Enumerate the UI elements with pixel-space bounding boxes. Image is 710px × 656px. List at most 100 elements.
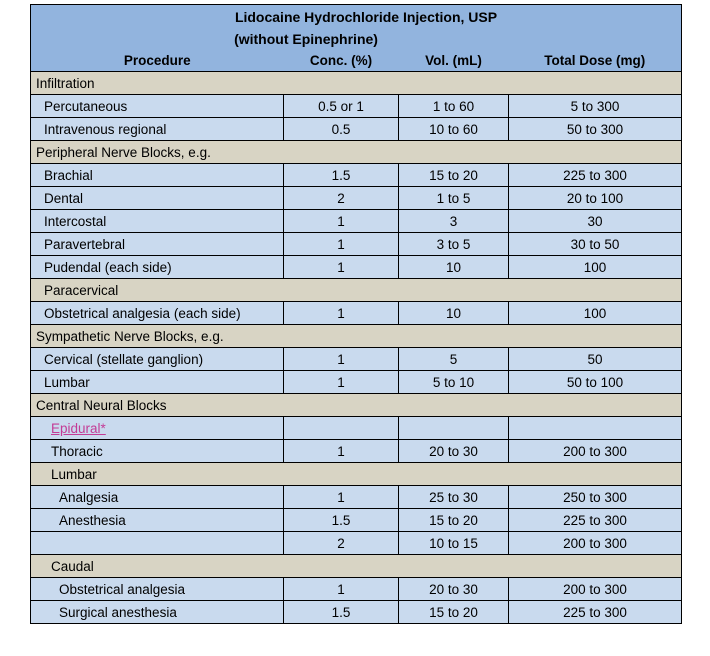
procedure-cell: Pudendal (each side) bbox=[30, 255, 284, 279]
title-row-2: (without Epinephrine) bbox=[30, 28, 682, 50]
data-row: Pudendal (each side) 1 10 100 bbox=[30, 255, 683, 279]
vol-cell: 1 to 5 bbox=[398, 186, 509, 210]
data-row: Lumbar 1 5 to 10 50 to 100 bbox=[30, 370, 683, 394]
procedure-cell: Brachial bbox=[30, 163, 284, 187]
total-dose-cell: 200 to 300 bbox=[507, 531, 683, 555]
conc-cell: 2 bbox=[283, 531, 399, 555]
total-dose-cell: 50 to 300 bbox=[507, 117, 683, 141]
section-row: Lumbar bbox=[29, 462, 683, 486]
section-row: Infiltration bbox=[29, 71, 683, 95]
total-dose-cell: 100 bbox=[507, 255, 683, 279]
data-row: Intercostal 1 3 30 bbox=[30, 209, 683, 233]
section-row: Peripheral Nerve Blocks, e.g. bbox=[29, 140, 683, 164]
total-dose-cell: 50 bbox=[507, 347, 683, 371]
vol-cell bbox=[398, 416, 509, 440]
procedure-cell: Epidural* bbox=[30, 416, 284, 440]
vol-cell: 10 to 60 bbox=[398, 117, 509, 141]
vol-cell: 20 to 30 bbox=[398, 577, 509, 601]
procedure-cell: Paravertebral bbox=[30, 232, 284, 256]
data-row: Obstetrical analgesia 1 20 to 30 200 to 300 bbox=[30, 577, 683, 601]
total-dose-cell bbox=[507, 416, 683, 440]
conc-cell: 0.5 or 1 bbox=[283, 94, 399, 118]
data-row: Paravertebral 1 3 to 5 30 to 50 bbox=[30, 232, 683, 256]
data-row: Anesthesia 1.5 15 to 20 225 to 300 bbox=[30, 508, 683, 532]
procedure-cell: Surgical anesthesia bbox=[30, 600, 284, 624]
procedure-cell: Intercostal bbox=[30, 209, 284, 233]
section-label: Lumbar bbox=[29, 462, 683, 486]
procedure-cell: Analgesia bbox=[30, 485, 284, 509]
vol-cell: 15 to 20 bbox=[398, 508, 509, 532]
procedure-cell: Thoracic bbox=[30, 439, 284, 463]
total-dose-cell: 200 to 300 bbox=[507, 577, 683, 601]
lidocaine-dose-table: Lidocaine Hydrochloride Injection, USP (… bbox=[29, 4, 683, 624]
vol-cell: 3 to 5 bbox=[398, 232, 509, 256]
total-dose-cell: 30 to 50 bbox=[507, 232, 683, 256]
vol-cell: 25 to 30 bbox=[398, 485, 509, 509]
column-header-conc: Conc. (%) bbox=[283, 49, 399, 72]
total-dose-cell: 250 to 300 bbox=[507, 485, 683, 509]
total-dose-cell: 100 bbox=[507, 301, 683, 325]
data-row: Analgesia 1 25 to 30 250 to 300 bbox=[30, 485, 683, 509]
conc-cell: 1.5 bbox=[283, 600, 399, 624]
vol-cell: 15 to 20 bbox=[398, 600, 509, 624]
conc-cell: 1 bbox=[283, 232, 399, 256]
column-header-row: Procedure Conc. (%) Vol. (mL) Total Dose… bbox=[30, 49, 682, 72]
section-row: Paracervical bbox=[29, 278, 683, 302]
data-row: 2 10 to 15 200 to 300 bbox=[30, 531, 683, 555]
vol-cell: 5 to 10 bbox=[398, 370, 509, 394]
total-dose-cell: 225 to 300 bbox=[507, 600, 683, 624]
data-row: Brachial 1.5 15 to 20 225 to 300 bbox=[30, 163, 683, 187]
conc-cell: 2 bbox=[283, 186, 399, 210]
vol-cell: 5 bbox=[398, 347, 509, 371]
column-header-dose: Total Dose (mg) bbox=[508, 49, 682, 72]
procedure-cell: Obstetrical analgesia bbox=[30, 577, 284, 601]
section-label: Peripheral Nerve Blocks, e.g. bbox=[29, 140, 683, 164]
procedure-cell bbox=[30, 531, 284, 555]
section-label: Sympathetic Nerve Blocks, e.g. bbox=[29, 324, 683, 348]
conc-cell: 1.5 bbox=[283, 163, 399, 187]
conc-cell bbox=[283, 416, 399, 440]
procedure-cell: Cervical (stellate ganglion) bbox=[30, 347, 284, 371]
section-row: Sympathetic Nerve Blocks, e.g. bbox=[29, 324, 683, 348]
total-dose-cell: 50 to 100 bbox=[507, 370, 683, 394]
column-header-vol: Vol. (mL) bbox=[398, 49, 509, 72]
total-dose-cell: 225 to 300 bbox=[507, 163, 683, 187]
data-row: Cervical (stellate ganglion) 1 5 50 bbox=[30, 347, 683, 371]
section-row: Central Neural Blocks bbox=[29, 393, 683, 417]
data-row: Dental 2 1 to 5 20 to 100 bbox=[30, 186, 683, 210]
procedure-cell: Dental bbox=[30, 186, 284, 210]
conc-cell: 1 bbox=[283, 439, 399, 463]
data-row: Thoracic 1 20 to 30 200 to 300 bbox=[30, 439, 683, 463]
vol-cell: 3 bbox=[398, 209, 509, 233]
vol-cell: 1 to 60 bbox=[398, 94, 509, 118]
title-row-1: Lidocaine Hydrochloride Injection, USP bbox=[30, 4, 682, 29]
conc-cell: 1.5 bbox=[283, 508, 399, 532]
epidural-link[interactable]: Epidural* bbox=[51, 420, 106, 436]
data-row: Epidural* bbox=[30, 416, 683, 440]
total-dose-cell: 30 bbox=[507, 209, 683, 233]
procedure-cell: Lumbar bbox=[30, 370, 284, 394]
conc-cell: 1 bbox=[283, 370, 399, 394]
table-subtitle: (without Epinephrine) bbox=[30, 28, 682, 50]
section-row: Caudal bbox=[29, 554, 683, 578]
total-dose-cell: 225 to 300 bbox=[507, 508, 683, 532]
procedure-cell: Anesthesia bbox=[30, 508, 284, 532]
table-header: Lidocaine Hydrochloride Injection, USP (… bbox=[30, 4, 682, 72]
conc-cell: 1 bbox=[283, 347, 399, 371]
conc-cell: 1 bbox=[283, 209, 399, 233]
conc-cell: 1 bbox=[283, 301, 399, 325]
conc-cell: 1 bbox=[283, 485, 399, 509]
total-dose-cell: 5 to 300 bbox=[507, 94, 683, 118]
vol-cell: 20 to 30 bbox=[398, 439, 509, 463]
vol-cell: 10 bbox=[398, 301, 509, 325]
table-title: Lidocaine Hydrochloride Injection, USP bbox=[30, 4, 682, 29]
data-row: Intravenous regional 0.5 10 to 60 50 to 300 bbox=[30, 117, 683, 141]
conc-cell: 1 bbox=[283, 577, 399, 601]
section-label: Central Neural Blocks bbox=[29, 393, 683, 417]
procedure-cell: Obstetrical analgesia (each side) bbox=[30, 301, 284, 325]
total-dose-cell: 20 to 100 bbox=[507, 186, 683, 210]
conc-cell: 0.5 bbox=[283, 117, 399, 141]
document-page: Lidocaine Hydrochloride Injection, USP (… bbox=[29, 4, 683, 624]
total-dose-cell: 200 to 300 bbox=[507, 439, 683, 463]
